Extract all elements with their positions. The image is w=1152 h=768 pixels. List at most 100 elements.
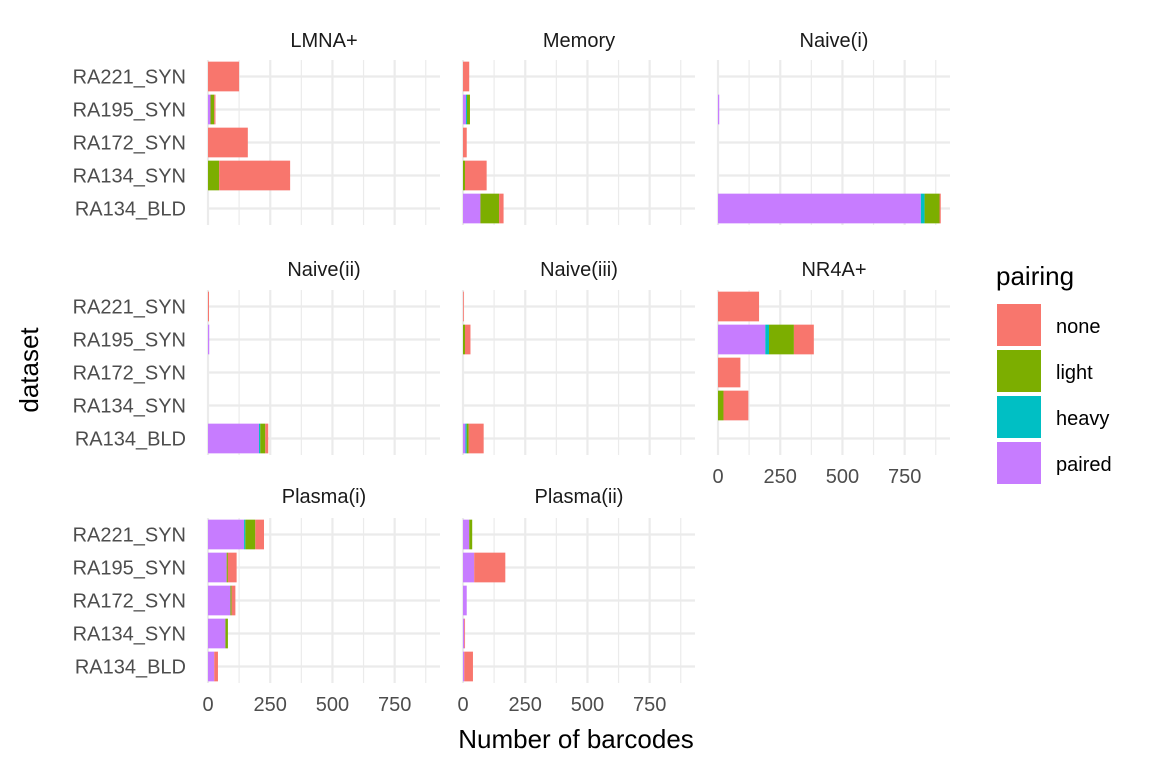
bar-naive-iii-ra134-bld-paired [463,423,466,454]
bar-plasma-i-ra221-syn-none [255,519,264,550]
bar-plasma-i-ra195-syn-light [226,552,228,583]
bar-naive-ii-ra134-bld-heavy [259,423,261,454]
bar-plasma-ii-ra134-syn-none [464,618,466,649]
facet-title-naive-ii: Naive(ii) [287,259,360,281]
bar-nr4a-ra195-syn-light [769,324,794,355]
bar-lmna-ra221-syn-none [208,61,240,92]
legend-key-none [997,304,1041,346]
legend-items: none light heavy paired [997,304,1112,484]
bar-naive-iii-ra195-syn-none [464,324,471,355]
bar-lmna-ra195-syn-paired [208,94,211,125]
x-tick-label-plasma-i-750: 750 [378,694,411,716]
bar-naive-i-ra134-bld-heavy [920,193,925,224]
facet-title-naive-i: Naive(i) [800,30,869,52]
facet-nr4a: NR4A+ [716,259,950,455]
bar-memory-ra195-syn-heavy [465,94,467,125]
y-tick-label-ra195-syn: RA195_SYN [73,100,186,122]
bar-plasma-ii-ra134-bld-paired [463,651,465,682]
bar-naive-iii-ra134-bld-light [466,423,469,454]
bar-plasma-i-ra172-syn-paired [208,585,231,616]
bar-plasma-i-ra172-syn-none [231,585,236,616]
bar-memory-ra134-syn-light [463,160,465,191]
bar-naive-iii-ra195-syn-light [463,324,465,355]
facet-naive-iii: Naive(iii) [461,259,695,455]
legend-title: pairing [996,261,1074,291]
bar-naive-i-ra134-bld-paired [718,193,921,224]
x-tick-label-nr4a-250: 250 [764,466,797,488]
bar-memory-ra221-syn-none [463,61,470,92]
y-tick-label-ra172-syn: RA172_SYN [73,591,186,613]
gridlines-plasma-i [206,518,440,683]
bar-naive-iii-ra134-bld-heavy [465,423,467,454]
y-tick-label-ra134-bld: RA134_BLD [75,657,186,679]
bar-lmna-ra134-syn-none [219,160,291,191]
bar-plasma-ii-ra195-syn-none [474,552,506,583]
bar-plasma-i-ra134-syn-paired [208,618,226,649]
x-tick-label-plasma-ii-500: 500 [571,694,604,716]
bar-plasma-i-ra172-syn-light [230,585,232,616]
bar-naive-i-ra134-bld-light [924,193,940,224]
bar-lmna-ra134-syn-light [208,160,220,191]
bar-memory-ra172-syn-none [463,127,467,158]
bar-plasma-i-ra134-bld-none [214,651,218,682]
legend: pairing none light heavy paired [996,261,1112,484]
bar-nr4a-ra134-syn-light [718,390,724,421]
facet-title-naive-iii: Naive(iii) [540,259,618,281]
legend-label-heavy: heavy [1056,408,1109,430]
bar-naive-i-ra134-bld-none [939,193,941,224]
legend-label-light: light [1056,362,1093,384]
bar-plasma-ii-ra221-syn-paired [463,519,470,550]
facet-title-memory: Memory [543,30,615,52]
bar-naive-ii-ra134-bld-light [260,423,266,454]
gridlines-naive-ii [206,290,440,455]
bar-naive-ii-ra221-syn-none [208,291,209,322]
x-tick-label-plasma-ii-250: 250 [509,694,542,716]
bar-plasma-i-ra134-syn-light [225,618,228,649]
facet-title-nr4a: NR4A+ [801,259,866,281]
facet-naive-ii: Naive(ii) [206,259,440,455]
legend-label-paired: paired [1056,454,1112,476]
x-tick-label-plasma-ii-0: 0 [457,694,468,716]
y-tick-label-ra134-syn: RA134_SYN [73,624,186,646]
legend-label-none: none [1056,316,1101,338]
x-tick-label-plasma-i-500: 500 [316,694,349,716]
y-tick-label-ra195-syn: RA195_SYN [73,330,186,352]
x-tick-label-nr4a-0: 0 [712,466,723,488]
x-axis-title: Number of barcodes [458,724,694,754]
bar-naive-ii-ra195-syn-paired [208,324,210,355]
facet-memory: Memory [461,30,695,225]
facet-plasma-ii: Plasma(ii) [461,486,695,683]
bar-naive-ii-ra134-bld-paired [208,423,260,454]
bar-lmna-ra172-syn-none [208,127,248,158]
facet-naive-i: Naive(i) [716,30,950,225]
y-tick-label-ra134-syn: RA134_SYN [73,166,186,188]
facet-title-plasma-i: Plasma(i) [282,486,366,508]
y-tick-label-ra221-syn: RA221_SYN [73,525,186,547]
bar-plasma-ii-ra134-bld-none [464,651,473,682]
bar-nr4a-ra134-syn-none [723,390,749,421]
y-tick-labels: RA221_SYN RA195_SYN RA172_SYN RA134_SYN RA13… [73,67,186,679]
legend-key-light [997,350,1041,392]
gridlines-naive-iii [461,290,695,455]
facet-panels: LMNA+ Memory Naive(i) Naive(ii) Naive(iii) NR… [206,30,950,683]
x-tick-labels: 0 250 500 750 0 250 500 750 0 250 500 750 [202,466,921,716]
y-tick-label-ra134-bld: RA134_BLD [75,429,186,451]
bar-naive-ii-ra134-bld-none [265,423,269,454]
x-tick-label-plasma-i-250: 250 [254,694,287,716]
bar-plasma-i-ra195-syn-paired [208,552,227,583]
legend-key-paired [997,442,1041,484]
bar-nr4a-ra172-syn-none [718,357,741,388]
bar-memory-ra134-syn-none [464,160,487,191]
facet-plasma-i: Plasma(i) [206,486,440,683]
y-tick-label-ra221-syn: RA221_SYN [73,67,186,89]
bar-plasma-i-ra195-syn-none [227,552,237,583]
bar-naive-iii-ra134-bld-none [468,423,484,454]
bar-naive-iii-ra221-syn-none [463,291,464,322]
y-tick-label-ra195-syn: RA195_SYN [73,558,186,580]
facet-lmna: LMNA+ [206,30,440,225]
bar-nr4a-ra195-syn-none [793,324,814,355]
bar-memory-ra195-syn-light [466,94,470,125]
facet-title-lmna: LMNA+ [290,30,357,52]
bar-nr4a-ra195-syn-heavy [765,324,770,355]
